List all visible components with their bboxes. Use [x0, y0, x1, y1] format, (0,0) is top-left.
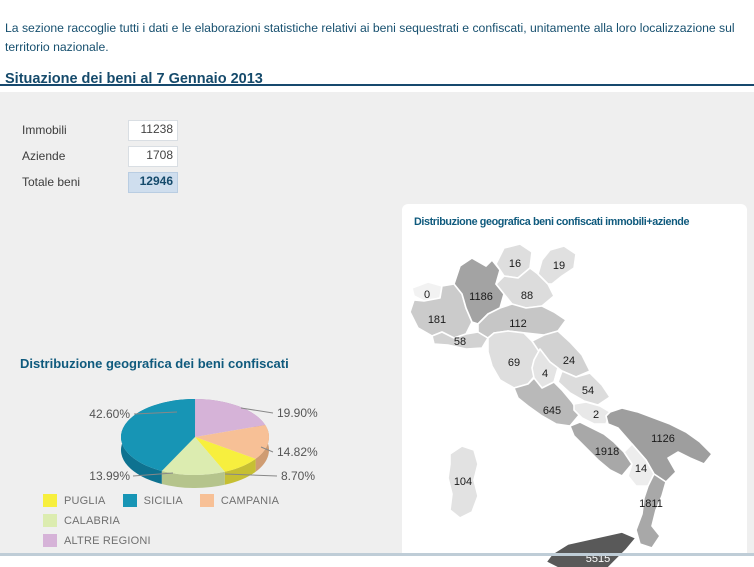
- map-label-basilicata: 14: [635, 463, 647, 475]
- map-label-abruzzo: 54: [582, 385, 594, 397]
- pie-label-puglia: 8.70%: [281, 469, 315, 483]
- italy-map: 0 181 1186 16 88 19 58 112 69 24 4 645 5…: [409, 243, 713, 567]
- pie-chart-title: Distribuzione geografica dei beni confis…: [20, 356, 289, 371]
- map-label-puglia: 1126: [651, 433, 675, 445]
- map-label-friuli: 19: [553, 260, 565, 272]
- legend-label: SICILIA: [143, 494, 183, 507]
- map-label-emilia-romagna: 112: [509, 318, 527, 330]
- region-abruzzo: [557, 370, 611, 406]
- heading-divider: [0, 84, 754, 86]
- map-label-molise: 2: [593, 409, 599, 421]
- map-label-umbria: 4: [542, 368, 548, 380]
- pie-chart: 42.60% 19.90% 14.82% 8.70% 13.99%: [89, 399, 318, 488]
- map-label-lombardia: 1186: [469, 291, 493, 303]
- legend-swatch: [43, 494, 57, 507]
- legend-label: PUGLIA: [64, 494, 106, 507]
- page-title: Situazione dei beni al 7 Gennaio 2013: [5, 70, 263, 87]
- map-label-piemonte: 181: [428, 314, 446, 326]
- page-bottom-border: [0, 553, 754, 556]
- legend-swatch: [199, 494, 214, 507]
- stat-value: 11238: [128, 120, 178, 141]
- legend-swatch: [122, 494, 137, 507]
- region-calabria: [635, 473, 667, 549]
- content-panel: Immobili 11238 Aziende 1708 Totale beni …: [0, 92, 754, 567]
- legend-item: ALTRE REGIONI: [43, 534, 383, 547]
- legend-label: CALABRIA: [64, 514, 121, 527]
- pie-legend: PUGLIA SICILIA CAMPANIA CALABRIA ALTRE R…: [43, 494, 383, 547]
- leader-line: [240, 407, 274, 414]
- map-title: Distribuzione geografica beni confiscati…: [414, 216, 690, 228]
- legend-swatch: [43, 534, 57, 547]
- pie-label-altre: 19.90%: [277, 406, 318, 420]
- map-label-lazio: 645: [543, 405, 561, 417]
- leader-line: [224, 473, 278, 477]
- pie-label-calabria: 13.99%: [89, 469, 130, 483]
- region-molise: [573, 401, 611, 425]
- map-label-toscana: 69: [508, 357, 520, 369]
- map-label-sardegna: 104: [454, 476, 472, 488]
- region-friuli: [537, 245, 577, 285]
- stat-label: Totale beni: [22, 175, 81, 189]
- stat-label: Aziende: [22, 149, 66, 163]
- legend-label: ALTRE REGIONI: [64, 534, 151, 547]
- map-label-veneto: 88: [521, 290, 533, 302]
- legend-item: CAMPANIA: [199, 494, 280, 507]
- region-veneto: [495, 267, 555, 309]
- leader-line: [132, 472, 174, 477]
- legend-label: CAMPANIA: [220, 494, 280, 507]
- leader-line: [260, 446, 274, 453]
- pie-label-sicilia: 42.60%: [89, 407, 130, 421]
- map-label-valle-daosta: 0: [424, 289, 430, 301]
- stat-value: 1708: [128, 146, 178, 167]
- map-label-trentino: 16: [509, 258, 521, 270]
- legend-swatch: [43, 514, 57, 527]
- leader-line: [133, 411, 178, 415]
- map-value-labels: 0 181 1186 16 88 19 58 112 69 24 4 645 5…: [424, 258, 675, 565]
- region-sardegna: [447, 445, 479, 519]
- stat-value-total: 12946: [128, 172, 178, 193]
- stat-label: Immobili: [22, 123, 67, 137]
- map-regions: [409, 243, 713, 567]
- region-sicilia: [545, 531, 637, 567]
- map-label-campania: 1918: [595, 446, 619, 458]
- legend-item: PUGLIA: [43, 494, 106, 507]
- map-label-marche: 24: [563, 355, 575, 367]
- region-puglia: [605, 407, 713, 483]
- legend-item: CALABRIA: [43, 514, 120, 527]
- map-label-calabria: 1811: [639, 498, 663, 510]
- legend-item: SICILIA: [122, 494, 183, 507]
- map-label-liguria: 58: [454, 336, 466, 348]
- intro-text: La sezione raccoglie tutti i dati e le e…: [5, 21, 735, 55]
- pie-label-campania: 14.82%: [277, 445, 318, 459]
- map-card: Distribuzione geografica beni confiscati…: [402, 204, 747, 567]
- map-label-sicilia: 5515: [586, 553, 610, 565]
